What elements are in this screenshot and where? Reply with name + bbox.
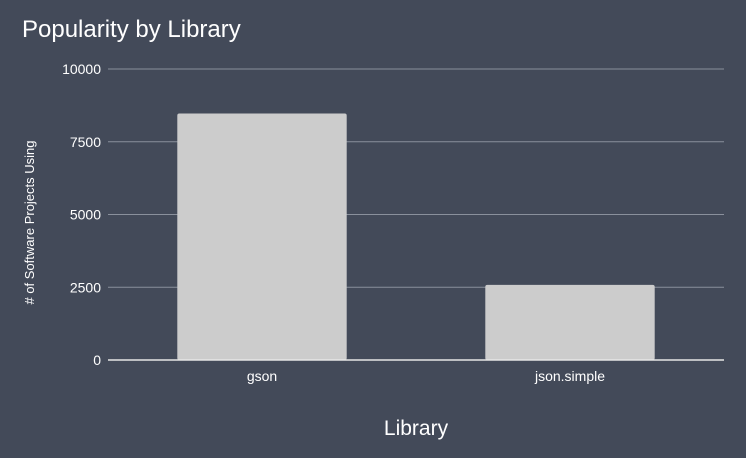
y-tick-labels: 0 2500 5000 7500 10000 [62,61,101,368]
bars [177,113,655,360]
chart-title: Popularity by Library [22,16,241,43]
bar-json-simple [485,284,655,360]
y-tick-label: 7500 [70,134,101,150]
x-axis-title: Library [384,417,449,440]
y-tick-label: 10000 [62,61,101,77]
x-tick-labels: gson json.simple [247,368,605,384]
y-axis-title: # of Software Projects Using [22,140,37,304]
x-tick-label: gson [247,368,277,384]
x-tick-label: json.simple [534,368,605,384]
y-tick-label: 2500 [70,279,101,295]
bar-gson [177,113,347,360]
y-tick-label: 0 [93,352,101,368]
y-tick-label: 5000 [70,207,101,223]
